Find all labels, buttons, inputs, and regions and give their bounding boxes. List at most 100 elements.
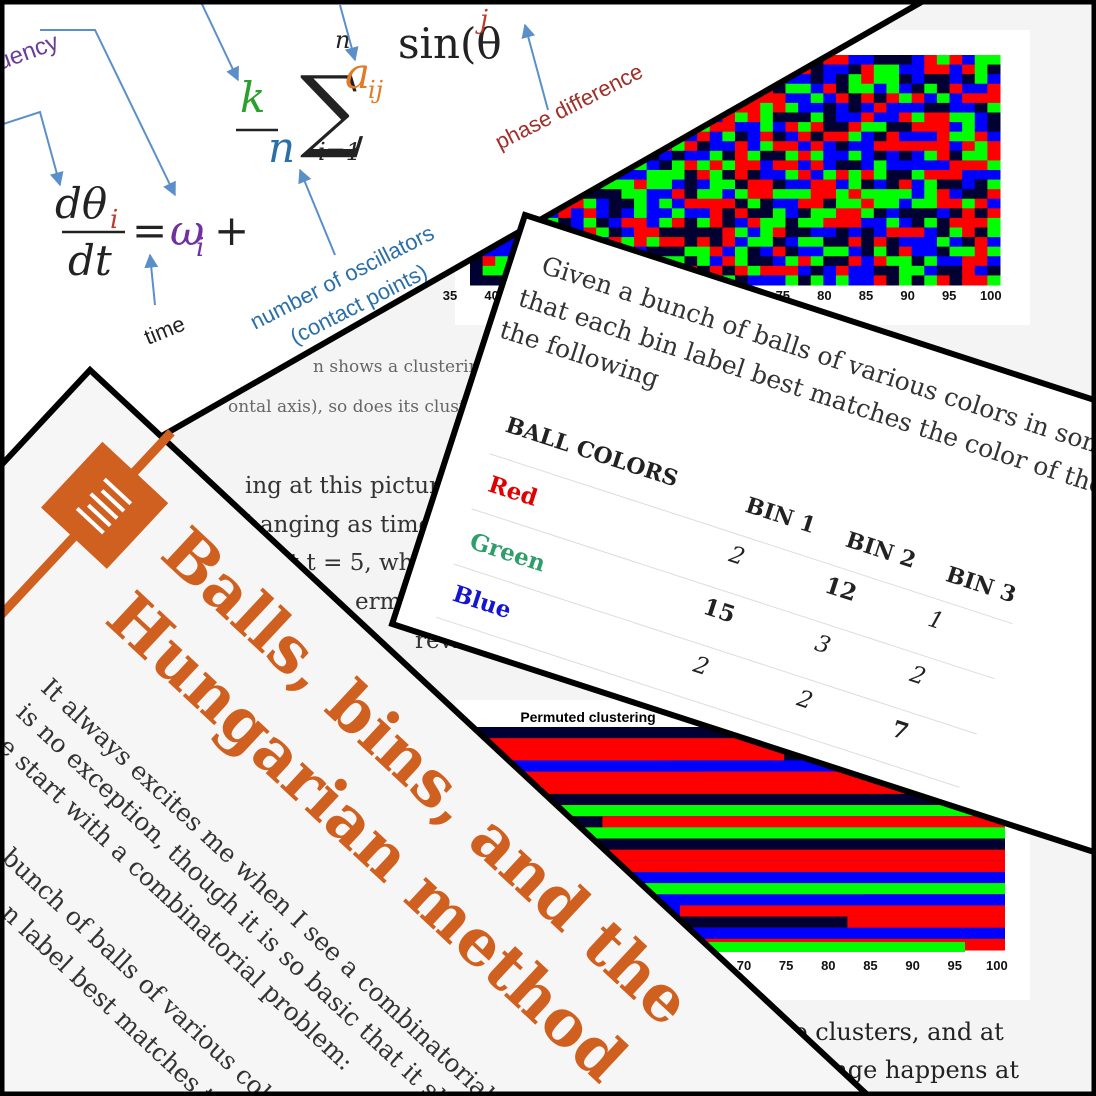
x-tick-label: 100 <box>980 288 1002 303</box>
heatmap-cell <box>987 179 1001 190</box>
heatmap-cell <box>899 170 913 181</box>
row-divider <box>471 508 995 680</box>
heatmap-cell <box>772 112 786 123</box>
heatmap-cell <box>949 55 963 66</box>
heatmap-cell <box>899 265 913 276</box>
heatmap-cell <box>722 141 736 152</box>
heatmap-cell <box>709 122 723 133</box>
heatmap-cell <box>823 237 837 248</box>
heatmap-cell <box>848 64 862 75</box>
heatmap-cell <box>747 160 761 171</box>
heatmap-cell <box>911 64 925 75</box>
heatmap-cell <box>772 189 786 200</box>
heatmap-cell <box>747 217 761 228</box>
heatmap-cell <box>709 160 723 171</box>
heatmap-cell <box>911 122 925 133</box>
heatmap-cell <box>861 227 875 238</box>
heatmap-cell <box>785 122 799 133</box>
heatmap-cell <box>848 102 862 113</box>
heatmap-cell <box>974 141 988 152</box>
heatmap-cell <box>962 208 976 219</box>
heatmap-cell <box>709 141 723 152</box>
heatmap-cell <box>886 275 900 286</box>
heatmap-cell <box>659 246 673 257</box>
heatmap-cell <box>848 237 862 248</box>
heatmap-cell <box>962 198 976 209</box>
heatmap-cell <box>848 141 862 152</box>
heatmap-cell <box>949 275 963 286</box>
heatmap-cell <box>861 170 875 181</box>
heatmap-cell <box>886 112 900 123</box>
heatmap-cell <box>558 208 572 219</box>
heatmap-cell <box>861 141 875 152</box>
heatmap-cell <box>735 189 749 200</box>
heatmap-cell <box>697 131 711 142</box>
heatmap-cell <box>873 64 887 75</box>
heatmap-cell <box>709 217 723 228</box>
heatmap-cell <box>798 217 812 228</box>
heatmap-cell <box>735 227 749 238</box>
heatmap-cell <box>646 170 660 181</box>
stripe-segment <box>847 916 1005 929</box>
heatmap-cell <box>848 179 862 190</box>
heatmap-cell <box>974 112 988 123</box>
heatmap-cell <box>873 122 887 133</box>
heatmap-cell <box>785 237 799 248</box>
heatmap-cell <box>987 141 1001 152</box>
stripe-segment <box>487 927 1006 940</box>
heatmap-cell <box>924 265 938 276</box>
heatmap-cell <box>924 93 938 104</box>
heatmap-cell <box>974 256 988 267</box>
heatmap-cell <box>886 217 900 228</box>
heatmap-cell <box>608 198 622 209</box>
stripe <box>460 849 1005 862</box>
heatmap-cell <box>987 208 1001 219</box>
heatmap-cell <box>772 275 786 286</box>
heatmap-cell <box>911 217 925 228</box>
heatmap-cell <box>936 83 951 94</box>
heatmap-cell <box>760 237 774 248</box>
heatmap-cell <box>735 217 749 228</box>
heatmap-cell <box>596 208 610 219</box>
heatmap-cell <box>798 237 812 248</box>
row-divider <box>453 563 977 735</box>
heatmap-cell <box>886 179 900 190</box>
heatmap-cell <box>835 275 850 286</box>
heatmap-cell <box>886 256 900 267</box>
heatmap-cell <box>823 208 837 219</box>
heatmap-cell <box>608 217 622 228</box>
heatmap-cell <box>886 198 900 209</box>
heatmap-cell <box>899 160 913 171</box>
heatmap-cell <box>810 198 824 209</box>
heatmap-cell <box>798 74 812 85</box>
heatmap-cell <box>772 179 786 190</box>
heatmap-cell <box>671 227 686 238</box>
heatmap-cell <box>949 83 963 94</box>
heatmap-cell <box>974 275 988 286</box>
heatmap-cell <box>810 93 824 104</box>
heatmap-cell <box>974 160 988 171</box>
heatmap-cell <box>810 275 824 286</box>
heatmap-cell <box>760 217 774 228</box>
heatmap-cell <box>570 217 585 228</box>
stripe <box>460 827 1005 839</box>
heatmap-cell <box>697 141 711 152</box>
heatmap-cell <box>671 256 686 267</box>
heatmap-cell <box>848 131 862 142</box>
heatmap-cell <box>974 265 988 276</box>
x-tick-label: 90 <box>905 958 919 973</box>
heatmap-cell <box>924 64 938 75</box>
heatmap-cell <box>924 83 938 94</box>
heatmap-cell <box>621 189 635 200</box>
heatmap-cell <box>634 208 648 219</box>
heatmap-cell <box>924 275 938 286</box>
heatmap-cell <box>747 179 761 190</box>
table-value: 2 <box>725 541 748 571</box>
heatmap-cell <box>659 170 673 181</box>
heatmap-cell <box>659 189 673 200</box>
heatmap-cell <box>835 150 850 161</box>
heatmap-cell <box>671 179 686 190</box>
stripe-segment <box>460 805 1005 817</box>
heatmap-cell <box>848 275 862 286</box>
